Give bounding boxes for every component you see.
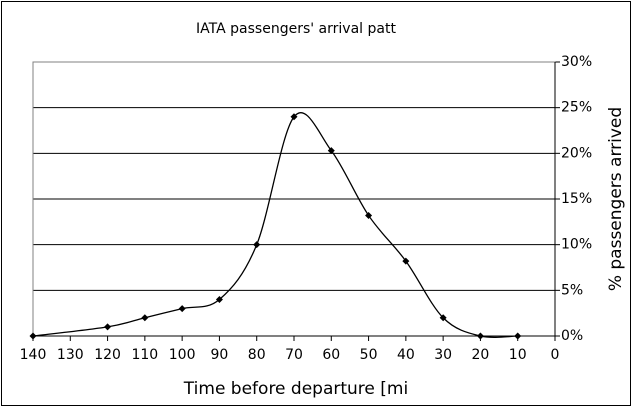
x-tick-label: 140 — [20, 347, 47, 363]
data-point — [365, 211, 373, 219]
data-point — [29, 332, 37, 340]
x-tick-label: 120 — [94, 347, 121, 363]
data-point — [327, 147, 335, 155]
x-tick-label: 40 — [397, 347, 415, 363]
data-point — [476, 332, 484, 340]
x-tick-label: 70 — [285, 347, 303, 363]
y-tick-label: 0% — [561, 328, 583, 344]
x-tick-label: 20 — [472, 347, 490, 363]
data-point — [439, 314, 447, 322]
x-tick-label: 80 — [248, 347, 266, 363]
data-point — [402, 257, 410, 265]
chart-title: IATA passengers' arrival patt — [196, 21, 396, 37]
data-point — [290, 113, 298, 121]
x-tick-label: 0 — [551, 347, 560, 363]
data-point — [178, 305, 186, 313]
x-tick-label: 130 — [57, 347, 84, 363]
data-point — [141, 314, 149, 322]
data-point — [253, 241, 261, 249]
data-point — [215, 295, 223, 303]
y-tick-label: 10% — [561, 237, 592, 253]
x-tick-label: 10 — [509, 347, 527, 363]
x-tick-label: 100 — [169, 347, 196, 363]
y-tick-label: 30% — [561, 54, 592, 70]
x-axis-label: Time before departure [mi — [183, 379, 408, 399]
y-tick-label: 20% — [561, 145, 592, 161]
y-axis-label: % passengers arrived — [606, 107, 626, 291]
x-tick-label: 110 — [131, 347, 158, 363]
x-tick-label: 90 — [211, 347, 229, 363]
y-tick-label: 5% — [561, 282, 583, 298]
y-tick-label: 25% — [561, 100, 592, 116]
y-tick-label: 15% — [561, 191, 592, 207]
x-tick-label: 60 — [322, 347, 340, 363]
x-tick-label: 50 — [360, 347, 378, 363]
data-point — [514, 332, 522, 340]
x-tick-label: 30 — [434, 347, 452, 363]
data-point — [104, 323, 112, 331]
